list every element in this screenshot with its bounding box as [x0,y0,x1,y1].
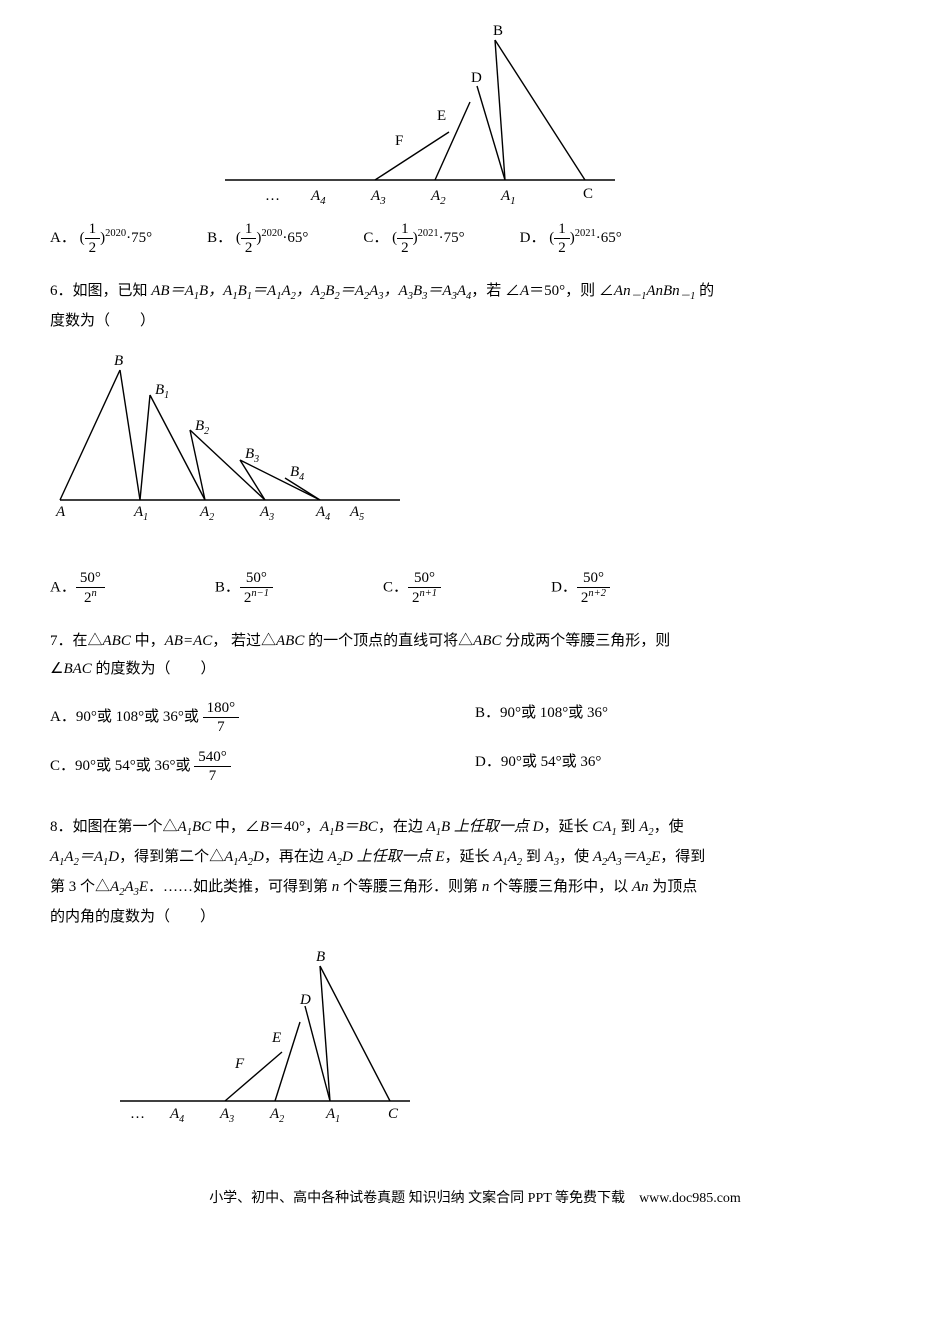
q8-stem: 8．如图在第一个△A1BC 中，∠B＝40°，A1B＝BC，在边 A1B 上任取… [50,813,900,931]
svg-text:A4: A4 [315,504,330,520]
label-D: D [471,70,482,86]
label-dots: … [265,188,280,204]
q6-opt-b: B．50°2n−1 [215,569,273,607]
svg-text:C: C [388,1106,399,1122]
q5-opt-b: B． (12)2020·65° [207,220,308,257]
svg-text:F: F [234,1056,245,1072]
svg-text:A1: A1 [325,1106,340,1125]
svg-text:E: E [271,1030,281,1046]
label-E: E [437,108,446,124]
q7-opt-b: B．90°或 108°或 36° [475,699,900,736]
svg-text:B: B [114,353,123,369]
q8-figure: B D E F C A1 A2 A3 A4 … [110,946,440,1126]
svg-text:A3: A3 [219,1106,234,1125]
q7-options: A．90°或 108°或 36°或 180°7 B．90°或 108°或 36°… [50,699,900,797]
svg-text:A4: A4 [169,1106,184,1125]
label-B: B [493,23,503,39]
svg-text:B3: B3 [245,446,259,465]
label-F: F [395,133,403,149]
q6-stem: 6．如图，已知 AB＝A1B，A1B1＝A1A2，A2B2＝A2A3，A3B3＝… [50,277,900,335]
page-footer: 小学、初中、高中各种试卷真题 知识归纳 文案合同 PPT 等免费下载 www.d… [50,1186,900,1213]
q6-options: A．50°2n B．50°2n−1 C．50°2n+1 D．50°2n+2 [50,569,900,607]
q6-opt-d: D．50°2n+2 [551,569,610,607]
svg-text:A2: A2 [199,504,214,520]
q5-opt-a: A． (12)2020·75° [50,220,152,257]
svg-text:D: D [299,992,311,1008]
svg-text:A1: A1 [500,188,516,207]
svg-text:A1: A1 [133,504,148,520]
q6-figure: A B B1 B2 B3 B4 A1 A2 A3 A4 A5 [50,350,410,520]
q5-options: A． (12)2020·75° B． (12)2020·65° C． (12)2… [50,220,900,257]
q7-opt-d: D．90°或 54°或 36° [475,748,900,785]
svg-text:A4: A4 [310,188,326,207]
svg-text:A2: A2 [269,1106,284,1125]
svg-text:…: … [130,1106,145,1122]
svg-text:A3: A3 [370,188,386,207]
svg-text:B4: B4 [290,464,304,483]
q5-opt-c: C． (12)2021·75° [363,220,464,257]
svg-text:A5: A5 [349,504,364,520]
svg-text:B1: B1 [155,382,169,401]
q5-figure: B D E F C A1 A2 A3 A4 … [195,20,755,210]
svg-text:A: A [55,504,66,520]
q7-stem: 7．在△ABC 中，AB=AC， 若过△ABC 的一个顶点的直线可将△ABC 分… [50,627,900,684]
q6-opt-a: A．50°2n [50,569,105,607]
q7-opt-c: C．90°或 54°或 36°或 540°7 [50,748,475,785]
q7-opt-a: A．90°或 108°或 36°或 180°7 [50,699,475,736]
q6-opt-c: C．50°2n+1 [383,569,441,607]
svg-text:A2: A2 [430,188,446,207]
svg-text:B2: B2 [195,418,209,437]
svg-text:A3: A3 [259,504,274,520]
svg-text:B: B [316,949,325,965]
label-C: C [583,186,593,202]
q5-opt-d: D． (12)2021·65° [520,220,622,257]
